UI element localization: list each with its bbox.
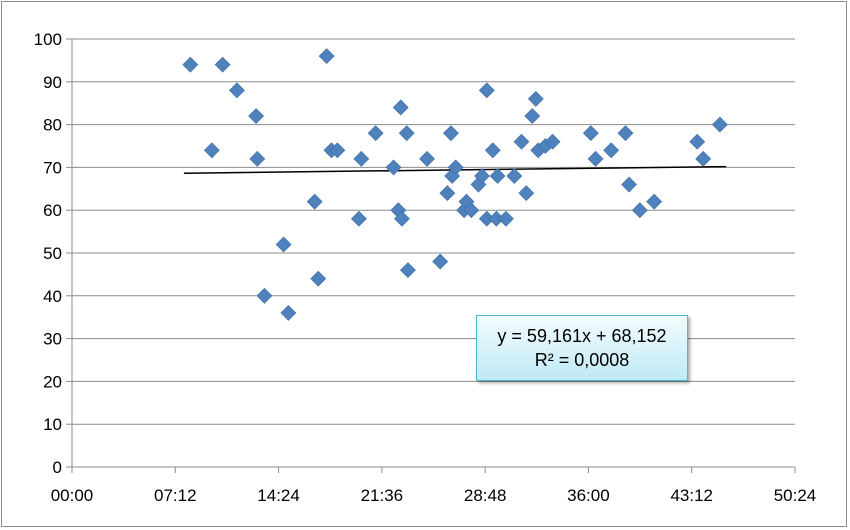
data-point: [489, 168, 506, 184]
trendline-r-squared: R² = 0,0008: [534, 350, 630, 370]
data-point: [249, 150, 266, 167]
data-point: [524, 108, 541, 124]
data-point: [506, 168, 523, 184]
data-point: [353, 150, 370, 167]
data-point: [617, 125, 634, 142]
data-point: [280, 304, 297, 321]
data-point: [350, 210, 367, 227]
data-point: [256, 287, 273, 304]
data-point: [587, 150, 604, 167]
y-axis-ticks: 0 10 20 30 40 50 60 70 80 90 100: [34, 30, 72, 477]
data-point: [432, 253, 449, 270]
data-point: [275, 236, 292, 253]
data-point: [447, 159, 464, 176]
data-point: [474, 168, 490, 184]
data-point: [399, 262, 416, 279]
x-tick-label: 00:00: [51, 486, 94, 505]
x-axis-ticks: 00:00 07:12 14:24 21:36 28:48 36:00 43:12 50:24: [51, 467, 817, 505]
y-tick-label: 50: [43, 244, 62, 263]
y-tick-label: 60: [43, 201, 62, 220]
data-point: [306, 193, 323, 210]
data-point: [621, 176, 637, 193]
data-point: [318, 48, 335, 65]
x-tick-label: 14:24: [257, 486, 300, 505]
y-tick-label: 70: [43, 158, 62, 177]
data-point: [646, 193, 663, 210]
data-point: [582, 125, 599, 142]
data-point: [527, 90, 544, 107]
data-point: [248, 108, 265, 124]
data-point: [394, 210, 410, 227]
data-point: [689, 133, 706, 150]
data-point: [443, 125, 459, 142]
trendline-equation-box: y = 59,161x + 68,152 R² = 0,0008: [476, 315, 688, 381]
y-tick-label: 0: [53, 458, 62, 477]
y-tick-label: 90: [43, 73, 62, 92]
y-tick-label: 30: [43, 330, 62, 349]
x-tick-label: 21:36: [361, 486, 404, 505]
data-point: [419, 150, 435, 167]
y-tick-label: 80: [43, 116, 62, 135]
data-point: [385, 159, 402, 176]
data-point: [513, 133, 530, 150]
data-point: [182, 56, 199, 73]
data-point: [631, 202, 648, 219]
data-point: [439, 185, 456, 202]
data-point: [392, 99, 409, 116]
data-points: [182, 48, 728, 321]
x-tick-label: 28:48: [464, 486, 507, 505]
data-point: [229, 82, 245, 99]
data-point: [398, 125, 415, 142]
x-tick-label: 36:00: [567, 486, 610, 505]
y-tick-label: 100: [34, 30, 62, 49]
y-tick-label: 40: [43, 287, 62, 306]
trendline-equation: y = 59,161x + 68,152: [497, 326, 667, 346]
data-point: [203, 142, 220, 159]
y-tick-label: 20: [43, 372, 62, 391]
data-point: [329, 142, 346, 159]
data-point: [367, 125, 384, 142]
data-point: [544, 133, 561, 150]
data-point: [603, 142, 620, 159]
x-tick-label: 43:12: [670, 486, 713, 505]
data-point: [712, 116, 728, 133]
x-tick-label: 07:12: [154, 486, 197, 505]
y-tick-label: 10: [43, 415, 62, 434]
data-point: [498, 210, 514, 227]
data-point: [518, 185, 535, 202]
data-point: [214, 56, 231, 73]
data-point: [478, 82, 495, 99]
data-point: [484, 142, 501, 159]
data-point: [310, 270, 327, 287]
data-point: [695, 150, 712, 167]
x-tick-label: 50:24: [774, 486, 817, 505]
data-point: [463, 202, 480, 219]
